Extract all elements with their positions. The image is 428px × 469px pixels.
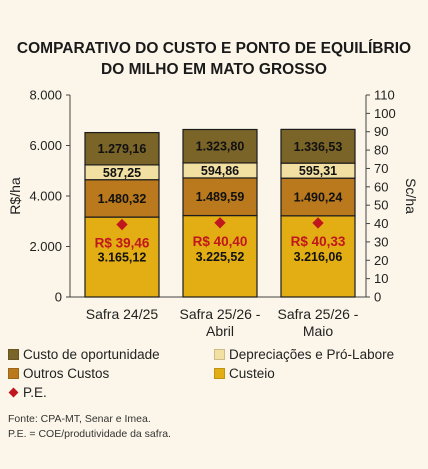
bar-segment: [280, 177, 356, 217]
pe-marker: [312, 217, 324, 229]
y2-tick-label: 70: [374, 161, 388, 176]
y2-tick-label: 40: [374, 216, 388, 231]
bar-value-label: 3.225,52: [196, 250, 245, 264]
pe-value-label: R$ 40,33: [291, 234, 346, 249]
bar-value-label: 1.323,80: [196, 140, 245, 154]
bar-value-label: 3.216,06: [294, 250, 343, 264]
pe-definition-note: P.E. = COE/produtividade da safra.: [8, 428, 171, 440]
y2-tick-label: 90: [374, 124, 388, 139]
x-category-label: Maio: [303, 323, 334, 339]
diamond-icon: [8, 387, 19, 398]
bar-segment: [84, 216, 160, 298]
legend: Custo de oportunidade Depreciações e Pró…: [8, 347, 428, 400]
y-axis-label: R$/ha: [7, 177, 23, 215]
y-tick-label: 4.000: [29, 189, 62, 204]
legend-item-custeio: Custeio: [214, 366, 275, 381]
y2-tick-label: 100: [374, 106, 396, 121]
y2-tick-label: 10: [374, 271, 388, 286]
legend-item-outros-custos: Outros Custos: [8, 366, 109, 381]
source-note: Fonte: CPA-MT, Senar e Imea.: [8, 413, 151, 425]
legend-label: Depreciações e Pró-Labore: [229, 347, 395, 362]
legend-label: P.E.: [23, 385, 47, 400]
legend-item-custo-oportunidade: Custo de oportunidade: [8, 347, 160, 362]
pe-value-label: R$ 39,46: [95, 236, 150, 251]
x-category-label: Abril: [206, 323, 234, 339]
y2-tick-label: 20: [374, 253, 388, 268]
legend-swatch: [214, 349, 225, 360]
legend-swatch: [8, 349, 19, 360]
bar-value-label: 1.490,24: [294, 190, 343, 204]
bar-value-label: 594,86: [201, 164, 239, 178]
footer-notes: Fonte: CPA-MT, Senar e Imea. P.E. = COE/…: [8, 412, 171, 442]
bar-segment: [84, 179, 160, 218]
bar-value-label: 587,25: [103, 166, 141, 180]
y-tick-label: 2.000: [29, 239, 62, 254]
x-category-label: Safra 24/25: [86, 306, 159, 322]
legend-item-depreciacoes: Depreciações e Pró-Labore: [214, 347, 394, 362]
legend-item-pe: P.E.: [8, 385, 47, 400]
bar-segment: [280, 215, 356, 298]
pe-marker: [214, 217, 226, 229]
bar-segment: [182, 128, 258, 164]
y-tick-label: 8.000: [29, 88, 62, 103]
stacked-bar-chart: 0 2.000 4.000 6.000 8.000 0 10 20 30 40 50 60 70 80 90…: [7, 88, 419, 340]
bar-value-label: 1.279,16: [98, 142, 147, 156]
x-category-label: Safra 25/26 -: [180, 306, 261, 322]
y2-tick-label: 60: [374, 179, 388, 194]
x-category-label: Safra 25/26 -: [278, 306, 359, 322]
y2-tick-label: 110: [374, 88, 395, 103]
y2-tick-label: 30: [374, 234, 388, 249]
bar-value-label: 1.336,53: [294, 140, 343, 154]
y2-tick-label: 80: [374, 143, 388, 158]
bar-value-label: 3.165,12: [98, 251, 147, 265]
bar-segment: [182, 177, 258, 217]
legend-label: Custo de oportunidade: [23, 347, 160, 362]
legend-swatch: [214, 368, 225, 379]
y2-axis-label: Sc/ha: [403, 178, 419, 214]
chart-title: COMPARATIVO DO CUSTO E PONTO DE EQUILÍBR…: [0, 38, 428, 80]
bar-value-label: 1.480,32: [98, 192, 147, 206]
y-tick-label: 0: [55, 290, 62, 305]
chart-title-line-2: DO MILHO EM MATO GROSSO: [101, 61, 327, 78]
bar-value-label: 595,31: [299, 164, 337, 178]
legend-label: Outros Custos: [23, 366, 110, 381]
legend-swatch: [8, 368, 19, 379]
bar-segment: [84, 131, 160, 166]
y2-tick-label: 50: [374, 198, 388, 213]
bar-value-label: 1.489,59: [196, 190, 245, 204]
y-tick-label: 6.000: [29, 138, 62, 153]
y2-tick-label: 0: [374, 290, 381, 305]
legend-label: Custeio: [229, 366, 275, 381]
chart-title-line-1: COMPARATIVO DO CUSTO E PONTO DE EQUILÍBR…: [16, 40, 412, 57]
bar-segment: [280, 128, 356, 164]
pe-value-label: R$ 40,40: [193, 234, 248, 249]
